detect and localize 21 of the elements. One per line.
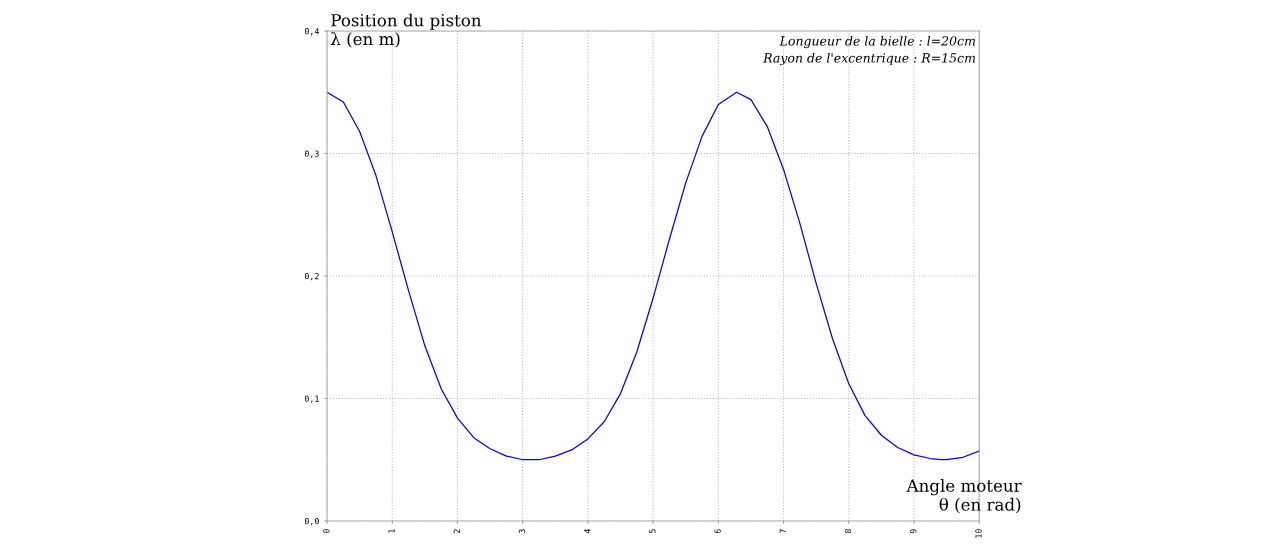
x-tick-label: 3 (518, 529, 526, 534)
x-tick-label: 5 (649, 529, 656, 534)
x-tick-label: 10 (975, 529, 982, 538)
y-tick-label: 0,4 (304, 28, 319, 36)
x-tick-label: 2 (453, 529, 460, 534)
y-axis-title: Position du piston λ (en m) (330, 13, 482, 48)
x-tick-label: 0 (323, 529, 330, 534)
x-axis-title: Angle moteur θ (en rad) (906, 478, 1022, 514)
y-tick-label: 0,1 (304, 395, 319, 403)
annotation: Rayon de l'excentrique : R=15cm (763, 52, 976, 66)
y-tick-label: 0,3 (304, 150, 319, 158)
x-tick-label: 8 (844, 529, 852, 534)
y-tick-label: 0,2 (304, 273, 319, 281)
x-tick-label: 1 (388, 529, 395, 533)
x-tick-label: 6 (714, 529, 721, 534)
annotation: Longueur de la bielle : l=20cm (779, 35, 976, 49)
x-tick-label: 4 (584, 529, 591, 534)
line-series (327, 91, 980, 461)
y-tick-label: 0,0 (304, 517, 319, 526)
x-tick-label: 7 (779, 529, 786, 534)
x-tick-label: 9 (910, 529, 917, 534)
